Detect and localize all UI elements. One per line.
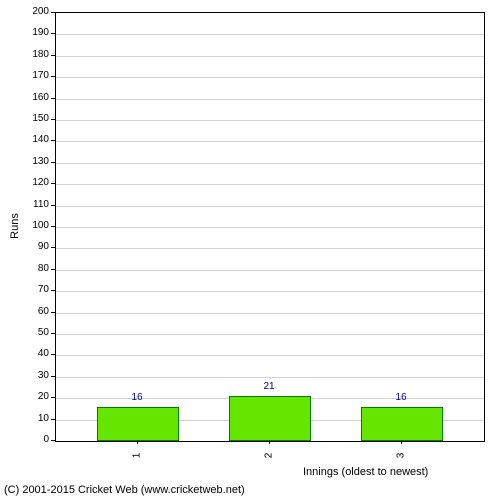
y-tick-label: 90 <box>19 241 49 252</box>
y-tick-mark <box>51 140 55 141</box>
y-tick-label: 150 <box>19 113 49 124</box>
y-tick-mark <box>51 98 55 99</box>
gridline <box>56 334 484 335</box>
y-tick-mark <box>51 247 55 248</box>
x-tick-label: 2 <box>264 446 275 466</box>
bar-value-label: 16 <box>371 392 431 403</box>
gridline <box>56 120 484 121</box>
y-tick-label: 70 <box>19 284 49 295</box>
y-tick-label: 180 <box>19 49 49 60</box>
x-tick-mark <box>401 440 402 444</box>
y-tick-mark <box>51 397 55 398</box>
gridline <box>56 313 484 314</box>
y-tick-mark <box>51 333 55 334</box>
gridline <box>56 56 484 57</box>
gridline <box>56 206 484 207</box>
y-tick-label: 0 <box>19 434 49 445</box>
gridline <box>56 77 484 78</box>
y-tick-mark <box>51 226 55 227</box>
bar-value-label: 16 <box>107 392 167 403</box>
y-tick-mark <box>51 12 55 13</box>
y-tick-label: 130 <box>19 156 49 167</box>
gridline <box>56 355 484 356</box>
gridline <box>56 270 484 271</box>
y-tick-mark <box>51 183 55 184</box>
y-tick-mark <box>51 55 55 56</box>
copyright-text: (C) 2001-2015 Cricket Web (www.cricketwe… <box>4 484 245 496</box>
y-tick-label: 80 <box>19 263 49 274</box>
y-tick-label: 10 <box>19 413 49 424</box>
y-tick-mark <box>51 205 55 206</box>
y-tick-label: 50 <box>19 327 49 338</box>
bar-value-label: 21 <box>239 381 299 392</box>
gridline <box>56 141 484 142</box>
bar <box>97 407 179 441</box>
y-tick-mark <box>51 312 55 313</box>
x-tick-mark <box>137 440 138 444</box>
bar <box>229 396 311 441</box>
gridline <box>56 377 484 378</box>
y-tick-mark <box>51 290 55 291</box>
y-tick-label: 200 <box>19 6 49 17</box>
y-tick-label: 40 <box>19 348 49 359</box>
y-tick-label: 110 <box>19 199 49 210</box>
x-axis-label: Innings (oldest to newest) <box>303 466 428 478</box>
y-tick-mark <box>51 440 55 441</box>
y-tick-mark <box>51 354 55 355</box>
y-tick-mark <box>51 376 55 377</box>
y-tick-mark <box>51 419 55 420</box>
y-tick-label: 170 <box>19 70 49 81</box>
x-tick-label: 1 <box>132 446 143 466</box>
y-tick-label: 20 <box>19 391 49 402</box>
y-tick-mark <box>51 119 55 120</box>
y-tick-label: 140 <box>19 134 49 145</box>
gridline <box>56 248 484 249</box>
y-tick-mark <box>51 162 55 163</box>
y-tick-mark <box>51 269 55 270</box>
y-tick-label: 100 <box>19 220 49 231</box>
chart-container: 0 10 20 30 40 50 60 70 80 90 100 110 120 130 140 150 160… <box>0 0 500 500</box>
y-tick-label: 30 <box>19 370 49 381</box>
bar <box>361 407 443 441</box>
gridline <box>56 184 484 185</box>
y-tick-label: 190 <box>19 27 49 38</box>
gridline <box>56 227 484 228</box>
gridline <box>56 99 484 100</box>
y-axis-label: Runs <box>9 213 21 239</box>
plot-area <box>55 12 485 442</box>
gridline <box>56 291 484 292</box>
y-tick-label: 120 <box>19 177 49 188</box>
gridline <box>56 163 484 164</box>
y-tick-label: 60 <box>19 306 49 317</box>
y-tick-label: 160 <box>19 92 49 103</box>
gridline <box>56 34 484 35</box>
y-tick-mark <box>51 76 55 77</box>
y-tick-mark <box>51 33 55 34</box>
x-tick-mark <box>269 440 270 444</box>
x-tick-label: 3 <box>396 446 407 466</box>
